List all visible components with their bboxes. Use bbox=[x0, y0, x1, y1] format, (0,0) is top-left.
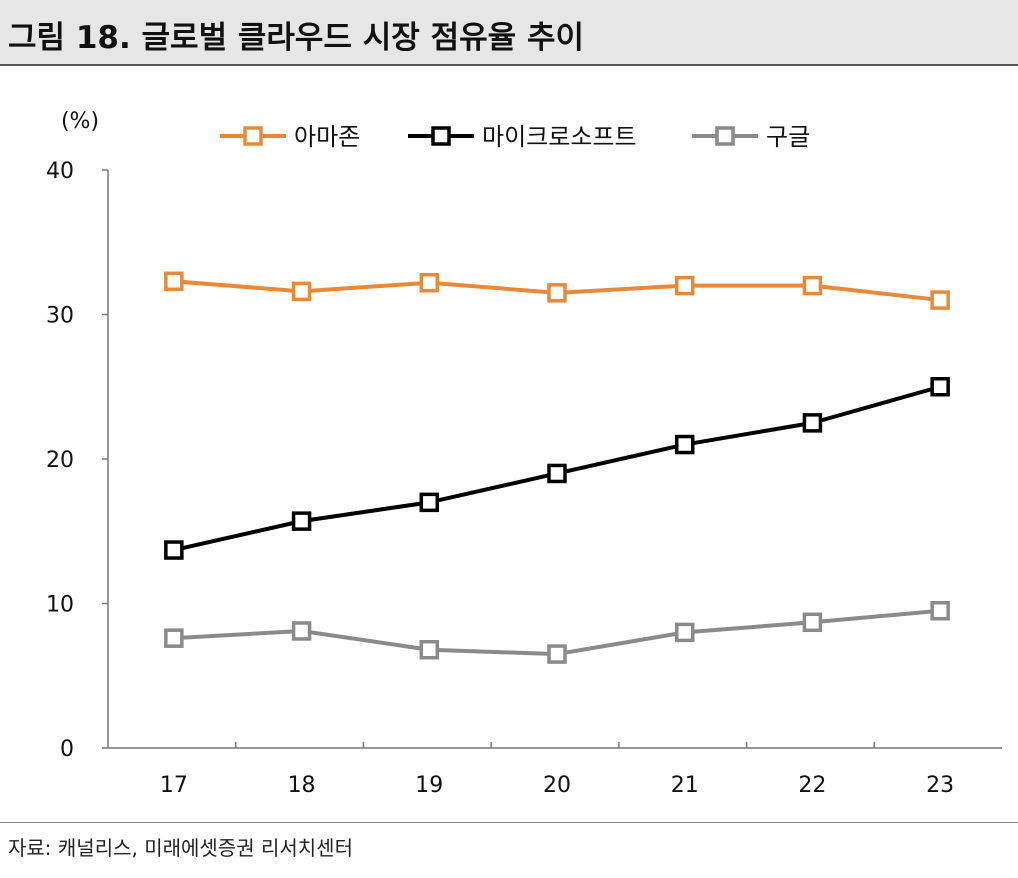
y-tick-label: 20 bbox=[46, 448, 74, 473]
x-tick-label: 18 bbox=[288, 773, 316, 798]
chart-axes: 0 10 20 30 40 (%) 17 18 19 20 21 22 23 bbox=[46, 109, 1002, 798]
data-point bbox=[291, 511, 312, 531]
chart-legend: 아마존 마이크로소프트 구글 bbox=[220, 123, 810, 151]
y-tick-label: 10 bbox=[46, 593, 74, 618]
data-point bbox=[291, 281, 312, 302]
x-tick-label: 23 bbox=[926, 773, 954, 798]
data-point bbox=[930, 600, 950, 621]
series-layer bbox=[164, 271, 950, 664]
data-point bbox=[802, 413, 823, 433]
data-point bbox=[674, 622, 695, 643]
data-point bbox=[419, 492, 440, 513]
y-tick-label: 0 bbox=[60, 737, 74, 762]
x-tick-label: 17 bbox=[160, 773, 188, 798]
legend-marker bbox=[715, 126, 735, 146]
data-point bbox=[802, 275, 823, 296]
data-point bbox=[419, 272, 440, 293]
data-point bbox=[547, 463, 567, 484]
data-point bbox=[291, 621, 312, 641]
source-divider bbox=[0, 822, 1018, 823]
y-axis-unit: (%) bbox=[61, 109, 99, 134]
data-point bbox=[802, 612, 823, 633]
page-title: 그림 18. 글로벌 클라우드 시장 점유율 추이 bbox=[8, 20, 584, 56]
legend-item-1: 마이크로소프트 bbox=[408, 123, 637, 151]
y-tick-label: 40 bbox=[46, 159, 74, 184]
legend-item-2: 구글 bbox=[692, 123, 810, 151]
x-tick-label: 19 bbox=[415, 773, 443, 798]
data-point bbox=[547, 644, 567, 664]
x-tick-label: 22 bbox=[798, 773, 826, 798]
series-1 bbox=[164, 377, 950, 560]
legend-label: 아마존 bbox=[294, 123, 360, 151]
legend-label: 마이크로소프트 bbox=[482, 123, 637, 151]
data-point bbox=[164, 628, 184, 648]
title-bar: 그림 18. 글로벌 클라우드 시장 점유율 추이 bbox=[0, 0, 1018, 66]
source-note: 자료: 캐널리스, 미래에셋증권 리서치센터 bbox=[8, 836, 353, 860]
y-tick-label: 30 bbox=[46, 304, 74, 329]
x-tick-label: 21 bbox=[671, 773, 699, 798]
x-tick-label: 20 bbox=[543, 773, 571, 798]
data-point bbox=[674, 434, 695, 455]
data-point bbox=[930, 377, 950, 397]
legend-label: 구글 bbox=[766, 123, 810, 151]
legend-marker bbox=[243, 126, 263, 146]
data-point bbox=[164, 540, 184, 560]
data-point bbox=[419, 639, 440, 660]
series-2 bbox=[164, 600, 950, 664]
data-point bbox=[547, 283, 567, 303]
data-point bbox=[930, 290, 950, 310]
data-point bbox=[164, 271, 184, 292]
legend-item-0: 아마존 bbox=[220, 123, 360, 151]
legend-marker bbox=[431, 126, 451, 146]
data-point bbox=[674, 275, 695, 296]
series-0 bbox=[164, 271, 950, 310]
line-chart: 0 10 20 30 40 (%) 17 18 19 20 21 22 23 아마존 마이크로소프트 구글 bbox=[46, 109, 1002, 798]
